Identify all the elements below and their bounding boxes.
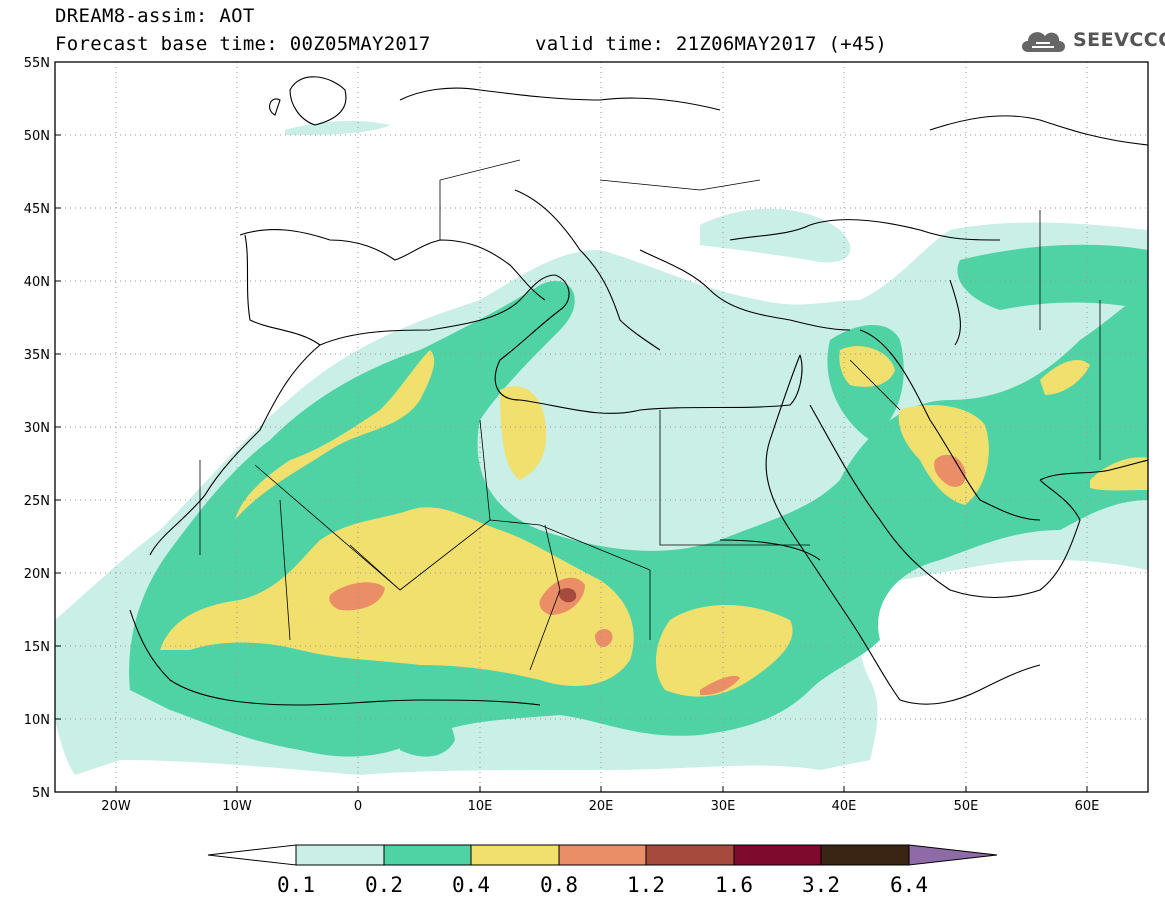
seevccc-logo: SEEVCCC xyxy=(1018,24,1165,58)
colorbar-bin-0.2-0.4 xyxy=(383,844,472,866)
lat-label-55n: 55N xyxy=(24,56,50,71)
lat-label-35n: 35N xyxy=(24,348,50,363)
colorbar-label-0.8: 0.8 xyxy=(540,873,578,897)
lon-label-0: 0 xyxy=(354,799,362,814)
lat-label-45n: 45N xyxy=(24,202,50,217)
colorbar-low-arrow xyxy=(207,844,297,866)
colorbar-bin-3.2-6.4 xyxy=(820,844,910,866)
country-borders xyxy=(199,159,1101,671)
colorbar-labels: 0.1 0.2 0.4 0.8 1.2 1.6 3.2 6.4 xyxy=(277,873,928,897)
map-title: DREAM8-assim: AOT xyxy=(55,5,255,27)
colorbar xyxy=(207,844,998,866)
aot-band-0.1-uk xyxy=(285,120,390,135)
forecast-base-time: Forecast base time: 00Z05MAY2017 xyxy=(55,33,431,55)
lat-label-50n: 50N xyxy=(24,129,50,144)
colorbar-bin-0.4-0.8 xyxy=(470,844,560,866)
lon-label-50e: 50E xyxy=(954,799,979,814)
colorbar-bin-0.8-1.2 xyxy=(558,844,647,866)
colorbar-label-3.2: 3.2 xyxy=(802,873,840,897)
lon-label-20w: 20W xyxy=(101,799,131,814)
lat-label-20n: 20N xyxy=(24,567,50,582)
lat-label-30n: 30N xyxy=(24,421,50,436)
lon-label-10e: 10E xyxy=(468,799,493,814)
logo-text: SEEVCCC xyxy=(1073,29,1165,51)
colorbar-label-0.4: 0.4 xyxy=(452,873,490,897)
colorbar-high-arrow xyxy=(908,844,998,866)
aot-band-1.2-chad xyxy=(558,588,577,603)
time-info: Forecast base time: 00Z05MAY2017 valid t… xyxy=(55,33,887,121)
colorbar-bin-1.2-1.6 xyxy=(645,844,735,866)
colorbar-label-1.6: 1.6 xyxy=(715,873,753,897)
colorbar-bin-0.1-0.2 xyxy=(295,844,385,866)
aot-band-0.2-caspian xyxy=(957,244,1148,310)
aot-band-0.8-mali xyxy=(329,582,385,611)
cloud-icon xyxy=(1022,32,1065,52)
aot-band-0.8-kuwait xyxy=(934,454,966,487)
lon-label-20e: 20E xyxy=(589,799,614,814)
aot-band-0.4-iran xyxy=(1040,360,1090,395)
aot-band-0.4-iraq xyxy=(839,346,895,387)
aot-band-0.8-sudan xyxy=(700,675,740,696)
graticule xyxy=(55,62,1148,792)
colorbar-label-1.2: 1.2 xyxy=(627,873,665,897)
aot-band-0.2-west xyxy=(400,709,455,757)
aot-band-0.4-sudan xyxy=(655,605,793,697)
colorbar-label-0.2: 0.2 xyxy=(365,873,403,897)
aot-band-0.8-chad-south xyxy=(595,628,613,647)
aot-band-0.4-libya xyxy=(500,386,547,480)
lat-label-15n: 15N xyxy=(24,640,50,655)
latitude-labels: 55N 50N 45N 40N 35N 30N 25N 20N 15N 10N … xyxy=(24,56,50,801)
lat-label-40n: 40N xyxy=(24,275,50,290)
aot-band-0.4-nw xyxy=(235,350,435,520)
colorbar-bin-1.6-3.2 xyxy=(733,844,822,866)
coastlines xyxy=(129,76,1148,706)
tick-marks xyxy=(55,61,1088,792)
valid-time: valid time: 21Z06MAY2017 (+45) xyxy=(535,33,888,55)
lon-label-60e: 60E xyxy=(1075,799,1100,814)
lat-label-25n: 25N xyxy=(24,494,50,509)
aot-band-0.4-pak xyxy=(1090,457,1148,491)
aot-band-0.1-north xyxy=(700,208,851,263)
lat-label-10n: 10N xyxy=(24,713,50,728)
longitude-labels: 20W 10W 0 10E 20E 30E 40E 50E 60E xyxy=(101,799,1099,814)
lon-label-40e: 40E xyxy=(832,799,857,814)
lon-label-30e: 30E xyxy=(711,799,736,814)
aot-band-0.4 xyxy=(160,507,634,686)
colorbar-label-0.1: 0.1 xyxy=(277,873,315,897)
lat-label-5n: 5N xyxy=(32,786,50,801)
lon-label-10w: 10W xyxy=(222,799,252,814)
aot-contours xyxy=(55,120,1148,775)
colorbar-label-6.4: 6.4 xyxy=(890,873,928,897)
